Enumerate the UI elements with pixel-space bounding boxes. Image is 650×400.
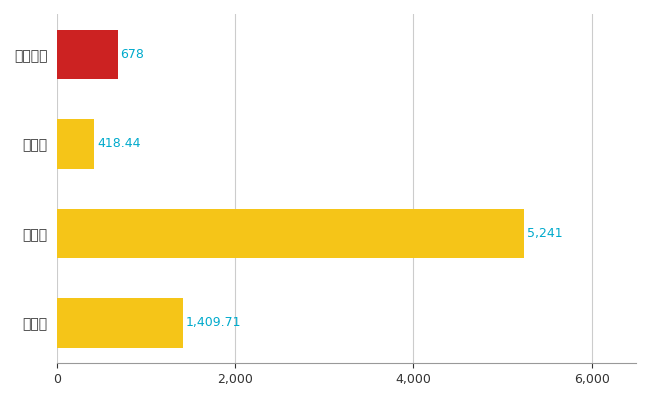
Text: 678: 678 (120, 48, 144, 61)
Bar (57, 209, 524, 258)
Text: 1,409.71: 1,409.71 (185, 316, 241, 329)
Bar (57, 119, 94, 168)
Bar (57, 30, 118, 79)
Bar (57, 298, 183, 348)
Text: 5,241: 5,241 (526, 227, 562, 240)
Text: 418.44: 418.44 (97, 137, 140, 150)
